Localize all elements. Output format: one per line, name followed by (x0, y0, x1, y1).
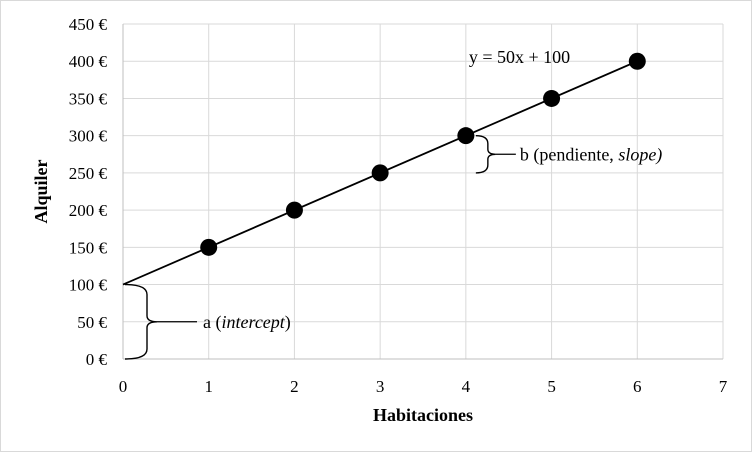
x-axis-title: Habitaciones (373, 405, 473, 425)
x-axis-tick-labels: 0 1 2 3 4 5 6 7 (119, 377, 728, 396)
y-tick-label: 150 € (69, 238, 108, 257)
y-tick-label: 250 € (69, 164, 108, 183)
y-tick-label: 350 € (69, 89, 108, 108)
y-tick-label: 450 € (69, 15, 108, 34)
x-tick-label: 5 (547, 377, 556, 396)
intercept-annotation: a (intercept) (203, 312, 291, 333)
gridlines (122, 23, 724, 360)
data-points (200, 52, 646, 256)
intercept-annotation-suffix: ) (285, 312, 291, 333)
slope-annotation-prefix: b (pendiente, (520, 144, 618, 165)
data-point (285, 201, 303, 219)
x-tick-label: 1 (204, 377, 213, 396)
data-point (543, 89, 561, 107)
annotation-braces (124, 134, 516, 360)
data-point (200, 238, 218, 256)
intercept-annotation-prefix: a ( (203, 312, 221, 333)
y-tick-label: 400 € (69, 52, 108, 71)
x-tick-label: 4 (462, 377, 471, 396)
y-tick-label: 50 € (77, 313, 107, 332)
x-tick-label: 3 (376, 377, 385, 396)
y-axis-tick-labels: 0 € 50 € 100 € 150 € 200 € 250 € 300 € 350 € 400… (69, 15, 108, 369)
data-point (371, 164, 389, 182)
intercept-annotation-italic: intercept (221, 312, 285, 332)
y-tick-label: 100 € (69, 276, 108, 295)
x-tick-label: 0 (119, 377, 128, 396)
y-axis-title: Alquiler (31, 159, 51, 223)
y-tick-label: 300 € (69, 127, 108, 146)
trendline-equation: y = 50x + 100 (469, 47, 570, 67)
x-tick-label: 7 (719, 377, 728, 396)
slope-brace (475, 134, 496, 174)
y-tick-label: 200 € (69, 201, 108, 220)
x-tick-label: 2 (290, 377, 299, 396)
data-point (457, 127, 475, 145)
slope-annotation: b (pendiente, slope) (520, 144, 662, 165)
x-tick-label: 6 (633, 377, 642, 396)
slope-annotation-italic: slope) (618, 144, 662, 165)
y-tick-label: 0 € (86, 350, 108, 369)
data-point (628, 52, 646, 70)
